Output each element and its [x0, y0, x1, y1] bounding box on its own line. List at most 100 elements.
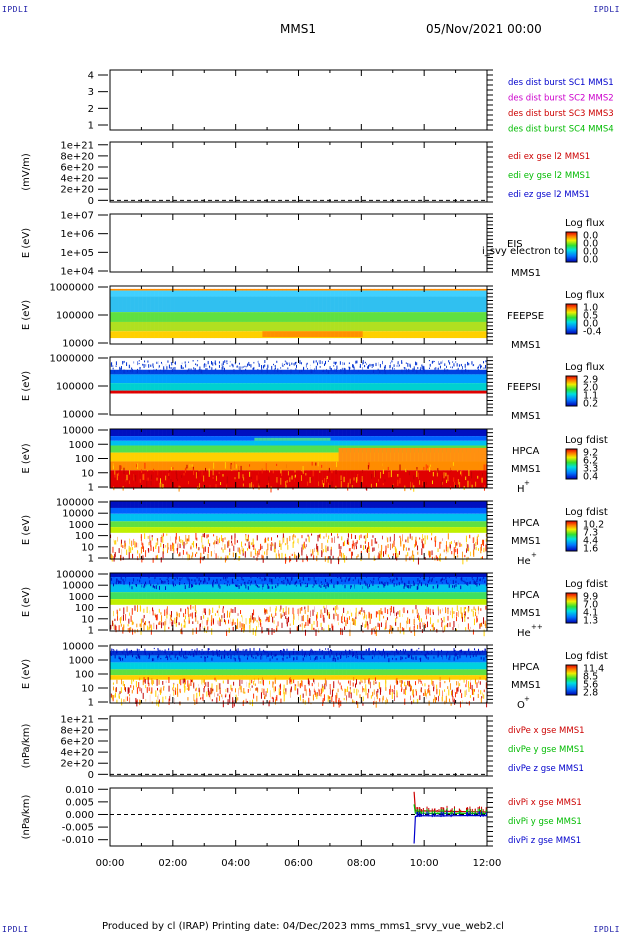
spectrogram-cell: [438, 321, 444, 332]
spectrogram-cell: [266, 577, 271, 585]
spectrogram-cell: [298, 452, 303, 462]
spectrogram-cell: [370, 331, 376, 339]
spectrogram-cell: [374, 436, 380, 441]
spectrogram-speck: [348, 366, 350, 368]
spectrogram-cell: [314, 369, 319, 375]
spectrogram-speck: [143, 364, 145, 368]
spectrogram-speck: [297, 538, 299, 544]
spectrogram-speck: [250, 364, 252, 368]
spectrogram-cell: [122, 452, 127, 462]
spectrogram-speck: [333, 361, 335, 364]
spectrogram-cell: [118, 369, 123, 375]
spectrogram-speck: [286, 537, 288, 545]
spectrogram-cell: [382, 532, 388, 559]
spectrogram-speck: [119, 580, 121, 584]
spectrogram-cell: [450, 470, 456, 488]
spectrogram-cell: [130, 338, 135, 344]
spectrogram-cell: [282, 393, 287, 415]
spectrogram-cell: [294, 452, 299, 462]
spectrogram-speck: [305, 544, 307, 548]
spectrogram-cell: [282, 440, 287, 446]
spectrogram-speck: [327, 557, 329, 563]
spectrogram-cell: [314, 440, 319, 446]
spectrogram-cell: [306, 357, 311, 370]
spectrogram-cell: [170, 513, 175, 522]
spectrogram-speck: [359, 364, 361, 368]
spectrogram-cell: [166, 521, 171, 528]
spectrogram-cell: [442, 429, 448, 437]
spectrogram-cell: [330, 527, 335, 533]
spectrogram-cell: [474, 338, 480, 344]
spectrogram-cell: [366, 383, 371, 391]
spectrogram-cell: [262, 440, 267, 446]
spectrogram-cell: [474, 501, 480, 508]
spectrogram-cell: [158, 390, 163, 394]
spectrogram-cell: [166, 369, 171, 375]
spectrogram-cell: [250, 507, 255, 514]
spectrogram-cell: [370, 440, 376, 446]
spectrogram-cell: [186, 390, 191, 394]
spectrogram-cell: [154, 507, 159, 514]
spectrogram-cell: [246, 599, 251, 605]
spectrogram-speck: [280, 605, 282, 610]
spectrogram-speck: [242, 548, 244, 554]
spectrogram-speck: [130, 369, 132, 373]
spectrogram-cell: [190, 521, 195, 528]
spectrogram-speck: [305, 585, 307, 588]
spectrogram-cell: [254, 312, 259, 322]
spectrogram-cell: [230, 429, 235, 437]
spectrogram-cell: [210, 321, 215, 332]
spectrogram-cell: [242, 357, 247, 370]
spectrogram-speck: [175, 532, 177, 540]
spectrogram-cell: [370, 383, 376, 391]
spectrogram-speck: [250, 581, 252, 584]
spectrogram-speck: [223, 619, 225, 623]
spectrogram-cell: [114, 429, 119, 437]
spectrogram-speck: [372, 363, 374, 367]
spectrogram-cell: [398, 470, 404, 488]
spectrogram-cell: [246, 436, 251, 441]
spectrogram-speck: [211, 615, 213, 623]
spectrogram-cell: [134, 374, 139, 384]
spectrogram-cell: [250, 312, 255, 322]
spectrogram-cell: [118, 452, 123, 462]
spectrogram-cell: [130, 573, 135, 578]
spectrogram-cell: [290, 461, 295, 471]
spectrogram-cell: [226, 573, 231, 578]
spectrogram-cell: [250, 296, 255, 313]
spectrogram-cell: [434, 338, 440, 344]
spectrogram-cell: [382, 436, 388, 441]
spectrogram-cell: [474, 393, 480, 415]
spectrogram-cell: [130, 288, 135, 291]
spectrogram-cell: [326, 331, 331, 338]
spectrogram-cell: [274, 604, 279, 631]
spectrogram-speck: [277, 484, 279, 491]
spectrogram-cell: [434, 521, 440, 528]
spectrogram-cell: [262, 521, 267, 528]
spectrogram-cell: [254, 521, 259, 528]
spectrogram-cell: [126, 296, 131, 313]
spectrogram-cell: [226, 470, 231, 488]
spectrogram-cell: [462, 513, 468, 522]
spectrogram-cell: [274, 296, 279, 313]
spectrogram-speck: [301, 535, 303, 539]
spectrogram-speck: [485, 533, 487, 537]
spectrogram-cell: [342, 383, 347, 391]
spectrogram-cell: [290, 440, 295, 446]
spectrogram-cell: [470, 383, 476, 391]
spectrogram-speck: [267, 616, 269, 623]
spectrogram-speck: [290, 369, 292, 374]
spectrogram-cell: [142, 374, 147, 384]
spectrogram-speck: [200, 580, 202, 582]
spectrogram-cell: [430, 507, 436, 514]
spectrogram-cell: [266, 288, 271, 291]
spectrogram-cell: [162, 592, 167, 600]
spectrogram-speck: [147, 477, 149, 481]
spectrogram-cell: [362, 470, 367, 488]
spectrogram-cell: [222, 338, 227, 344]
spectrogram-cell: [194, 577, 199, 585]
spectrogram-speck: [140, 618, 142, 624]
spectrogram-cell: [114, 507, 119, 514]
spectrogram-cell: [330, 436, 335, 441]
spectrogram-cell: [434, 393, 440, 415]
